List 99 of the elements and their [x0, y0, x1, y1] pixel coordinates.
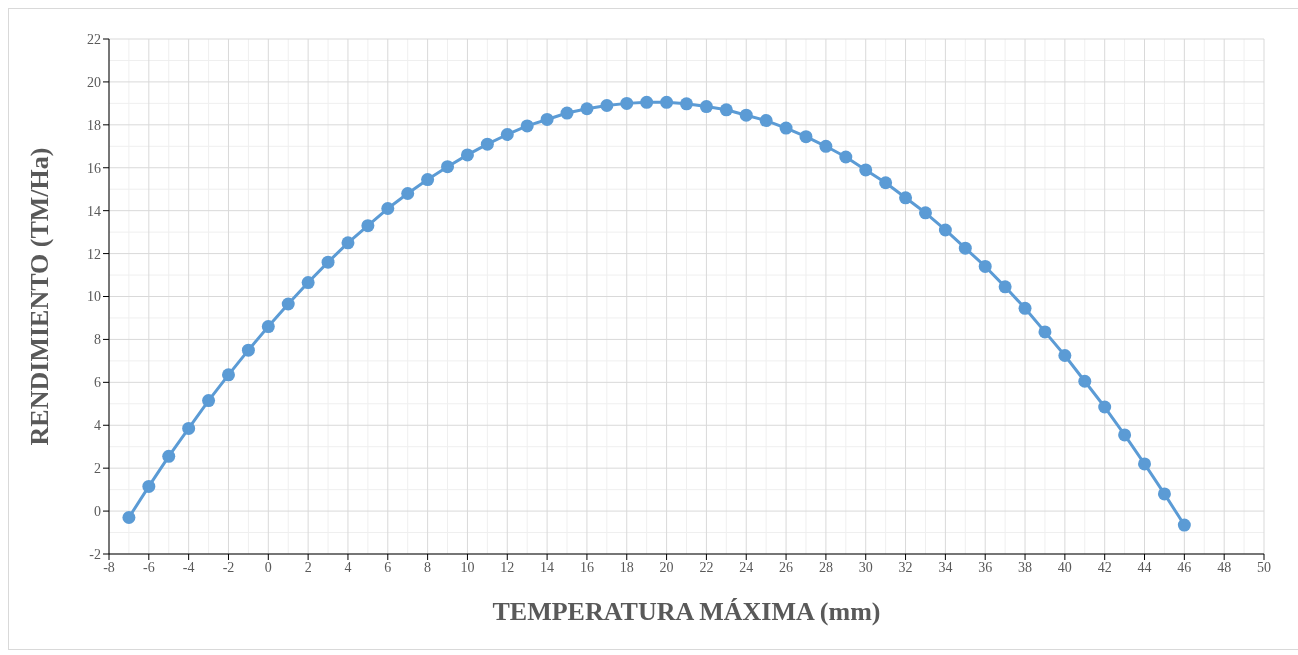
point — [341, 236, 355, 250]
x-tick-label: 40 — [1057, 559, 1072, 575]
point — [620, 96, 634, 110]
point — [739, 108, 753, 122]
point — [799, 130, 813, 144]
point — [142, 479, 156, 493]
y-tick-label: 8 — [94, 332, 101, 348]
x-tick-label: 36 — [978, 559, 993, 575]
point — [1018, 301, 1032, 315]
point — [241, 343, 255, 357]
point — [1058, 349, 1072, 363]
point — [421, 173, 435, 187]
x-tick-label: 12 — [500, 559, 515, 575]
point — [321, 255, 335, 269]
point — [261, 320, 275, 334]
point — [441, 160, 455, 174]
point — [1118, 428, 1132, 442]
point — [1157, 487, 1171, 501]
point — [122, 511, 136, 525]
point — [162, 449, 176, 463]
y-tick-label: 0 — [94, 504, 101, 520]
y-tick-label: 18 — [87, 117, 101, 133]
point — [381, 202, 395, 216]
point — [580, 102, 594, 116]
point — [202, 394, 216, 408]
point — [978, 259, 992, 273]
x-tick-label: -4 — [182, 559, 195, 575]
point — [1098, 400, 1112, 414]
x-tick-label: 30 — [858, 559, 873, 575]
x-tick-label: 38 — [1018, 559, 1033, 575]
point — [182, 421, 196, 435]
point — [460, 148, 474, 162]
point — [859, 163, 873, 177]
y-tick-label: 12 — [87, 246, 101, 262]
x-tick-label: 44 — [1137, 559, 1152, 575]
x-tick-label: 20 — [659, 559, 674, 575]
point — [301, 276, 315, 290]
point — [839, 150, 853, 164]
point — [958, 241, 972, 255]
point — [779, 121, 793, 135]
y-tick-label: 20 — [87, 74, 101, 90]
x-tick-label: 26 — [779, 559, 794, 575]
y-tick-label: 6 — [94, 375, 101, 391]
y-tick-label: 10 — [87, 289, 101, 305]
x-tick-label: 18 — [619, 559, 634, 575]
x-tick-label: 24 — [739, 559, 754, 575]
point — [899, 191, 913, 205]
point — [361, 219, 375, 233]
x-tick-label: 6 — [384, 559, 392, 575]
point — [699, 100, 713, 114]
point — [660, 95, 674, 109]
x-tick-label: 4 — [344, 559, 352, 575]
y-tick-label: 22 — [87, 31, 101, 47]
x-tick-label: 42 — [1097, 559, 1112, 575]
point — [879, 176, 893, 190]
y-tick-label: 16 — [87, 160, 101, 176]
point — [759, 114, 773, 128]
point — [540, 112, 554, 126]
x-tick-label: 48 — [1217, 559, 1232, 575]
point — [918, 206, 932, 220]
point — [281, 297, 295, 311]
point — [819, 139, 833, 153]
x-tick-label: -6 — [142, 559, 155, 575]
point — [1138, 457, 1152, 471]
x-tick-label: -8 — [103, 559, 115, 575]
point — [680, 97, 693, 111]
point — [938, 223, 952, 237]
x-tick-label: 32 — [898, 559, 913, 575]
x-tick-label: 10 — [460, 559, 475, 575]
y-tick-label: 4 — [94, 418, 101, 434]
x-tick-label: 16 — [579, 559, 594, 575]
point — [480, 137, 494, 151]
point — [719, 103, 733, 117]
point — [500, 127, 514, 141]
y-tick-label: 2 — [94, 461, 101, 477]
point — [560, 106, 574, 120]
x-tick-label: 0 — [264, 559, 272, 575]
x-axis-title: TEMPERATURA MÁXIMA (mm) — [492, 597, 881, 626]
y-tick-label: -2 — [89, 546, 101, 562]
x-tick-label: 14 — [540, 559, 555, 575]
point — [520, 119, 534, 133]
x-tick-label: 2 — [304, 559, 312, 575]
point — [600, 99, 614, 113]
point — [640, 95, 654, 109]
point — [1078, 374, 1092, 388]
point — [221, 368, 235, 382]
y-axis-title: RENDIMIENTO (TM/Ha) — [25, 147, 55, 446]
x-tick-label: 8 — [424, 559, 432, 575]
y-tick-label: 14 — [87, 203, 101, 219]
x-tick-label: 28 — [818, 559, 833, 575]
point — [1038, 325, 1052, 339]
point — [401, 187, 415, 200]
point — [998, 280, 1012, 294]
point — [1177, 518, 1191, 532]
x-tick-label: 34 — [938, 559, 953, 575]
x-tick-label: 46 — [1177, 559, 1192, 575]
x-tick-label: 50 — [1257, 559, 1271, 575]
x-tick-label: 22 — [699, 559, 714, 575]
x-tick-label: -2 — [222, 559, 235, 575]
